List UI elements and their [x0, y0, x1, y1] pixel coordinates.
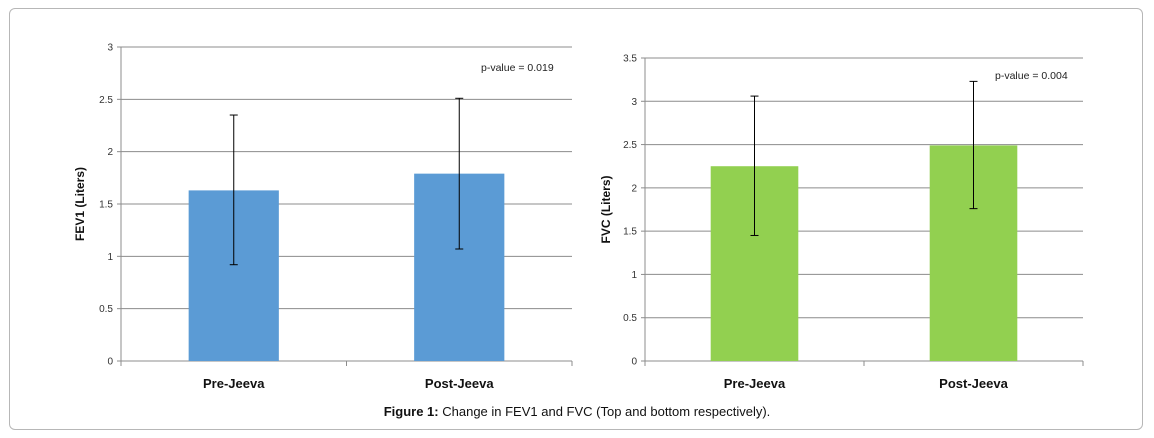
fev1-category-label: Post-Jeeva: [425, 376, 494, 391]
fvc-ytick-label: 0: [631, 357, 637, 368]
fev1-category-label: Pre-Jeeva: [203, 376, 265, 391]
fvc-category-label: Pre-Jeeva: [724, 376, 786, 391]
fvc-ytick-label: 0.5: [623, 313, 637, 324]
fvc-category-label: Post-Jeeva: [939, 376, 1008, 391]
fvc-ytick-label: 2.5: [623, 140, 637, 151]
fev1-p-value-annotation: p-value = 0.019: [481, 62, 554, 74]
fvc-y-axis-label: FVC (Liters): [599, 175, 613, 243]
fvc-ytick-label: 2: [631, 183, 637, 194]
fev1-ytick-label: 0.5: [99, 304, 113, 315]
caption-text: Change in FEV1 and FVC (Top and bottom r…: [442, 404, 771, 419]
fev1-ytick-label: 0: [107, 357, 113, 368]
figure-caption: Figure 1: Change in FEV1 and FVC (Top an…: [0, 404, 1154, 419]
fvc-ytick-label: 3: [631, 97, 637, 108]
fev1-ytick-label: 1.5: [99, 200, 113, 211]
fvc-ytick-label: 1.5: [623, 227, 637, 238]
fev1-ytick-label: 2.5: [99, 95, 113, 106]
fev1-ytick-label: 1: [107, 252, 113, 263]
fev1-y-axis-label: FEV1 (Liters): [73, 167, 87, 241]
fvc-p-value-annotation: p-value = 0.004: [995, 70, 1068, 82]
fev1-ytick-label: 2: [107, 147, 113, 158]
fvc-ytick-label: 3.5: [623, 54, 637, 65]
fev1-ytick-label: 3: [107, 43, 113, 54]
caption-label: Figure 1:: [383, 404, 439, 419]
fvc-ytick-label: 1: [631, 270, 637, 281]
